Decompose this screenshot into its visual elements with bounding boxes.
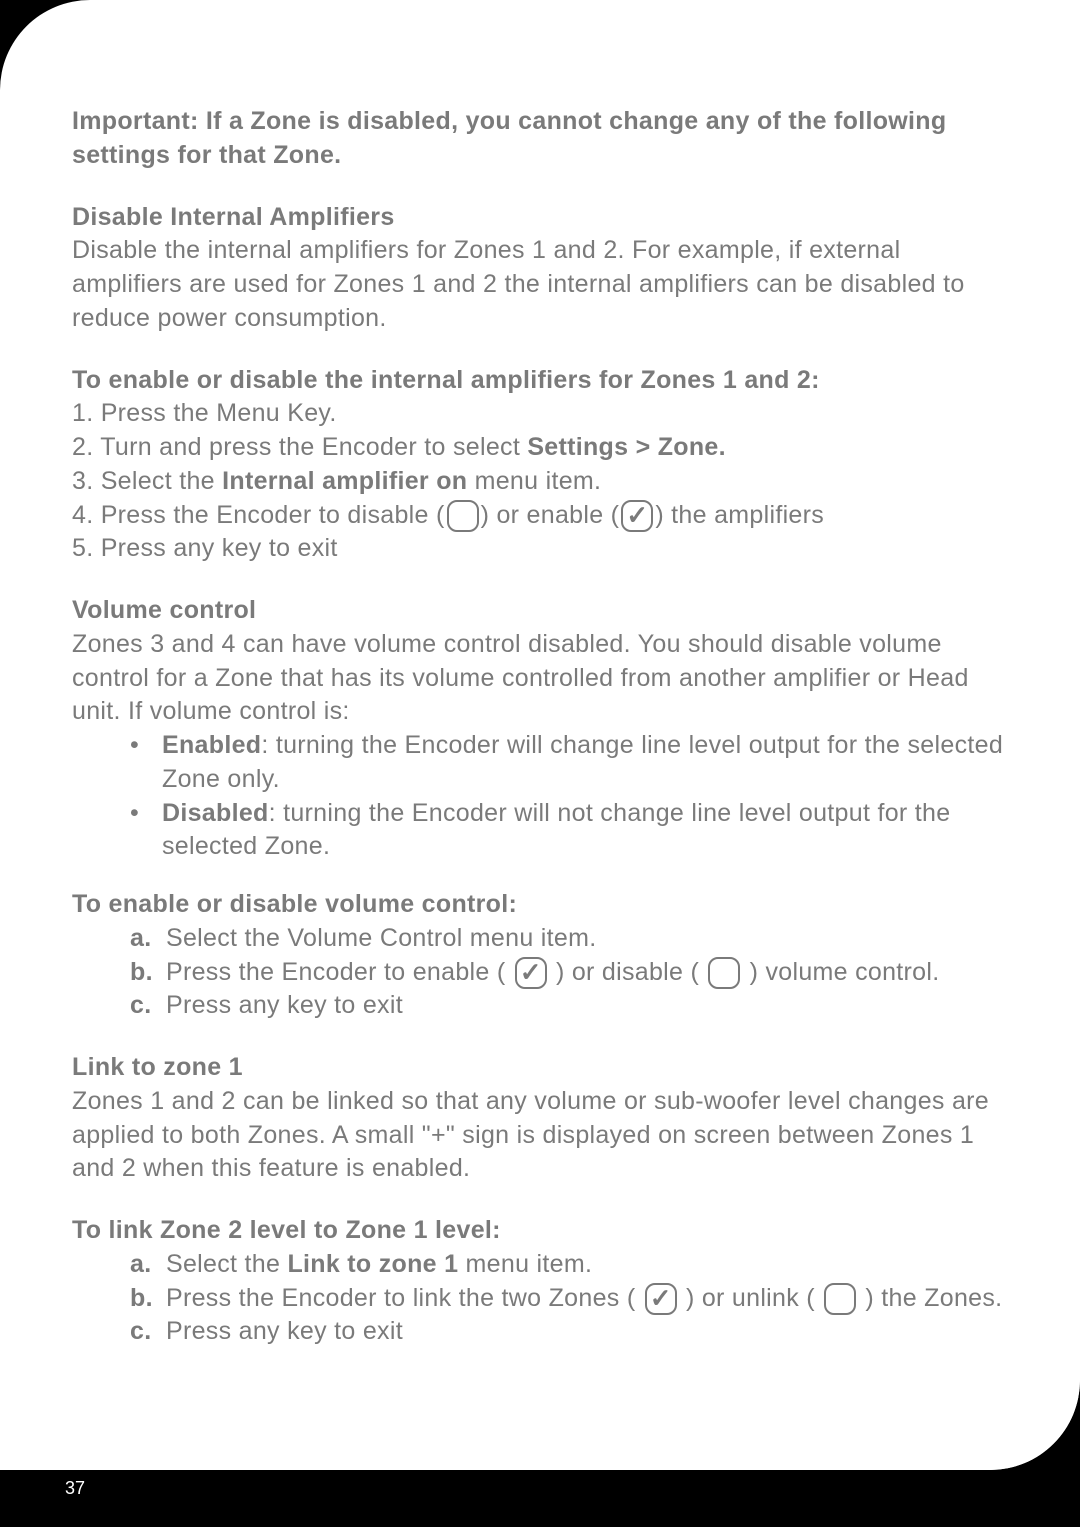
enable-disable-amplifiers-section: To enable or disable the internal amplif… [72,364,1008,567]
link-item-a-text3: menu item. [458,1250,592,1278]
manual-page: Important: If a Zone is disabled, you ca… [0,0,1080,1470]
link-item-b-text2: ) or unlink ( [679,1284,822,1312]
step-2-bold: Settings > Zone. [527,433,726,461]
volume-item-b-text1: Press the Encoder to enable ( [166,958,513,986]
important-note-section: Important: If a Zone is disabled, you ca… [72,105,1008,173]
volume-control-heading: Volume control [72,594,1008,628]
checkbox-checked-icon [645,1283,677,1315]
corner-decoration [0,0,120,120]
volume-letter-list: a. Select the Volume Control menu item. … [72,922,1008,1023]
link-item-b-text1: Press the Encoder to link the two Zones … [166,1284,643,1312]
step-5: 5. Press any key to exit [72,532,1008,566]
step-4: 4. Press the Encoder to disable ( ) or en… [72,499,1008,533]
disable-amplifiers-body: Disable the internal amplifiers for Zone… [72,234,1008,335]
volume-item-b-text2: ) or disable ( [549,958,707,986]
step-2-text: 2. Turn and press the Encoder to select [72,433,527,461]
checkbox-checked-icon [621,500,653,532]
link-zone-body: Zones 1 and 2 can be linked so that any … [72,1085,1008,1186]
letter-a: a. [130,1248,151,1282]
link-item-b-text3: ) the Zones. [858,1284,1002,1312]
step-3-text-a: 3. Select the [72,467,222,495]
link-item-a-text1: Select the [166,1250,287,1278]
checkbox-empty-icon [824,1283,856,1315]
enable-disable-amplifiers-heading: To enable or disable the internal amplif… [72,364,1008,398]
bullet-disabled-label: Disabled [162,799,269,827]
link-letter-list: a. Select the Link to zone 1 menu item. … [72,1248,1008,1349]
letter-c: c. [130,989,151,1023]
link-item-a-bold: Link to zone 1 [287,1250,458,1278]
bullet-enabled: Enabled: turning the Encoder will change… [130,729,1008,797]
checkbox-checked-icon [515,957,547,989]
link-zone-level-heading: To link Zone 2 level to Zone 1 level: [72,1214,1008,1248]
step-3-text-c: menu item. [467,467,601,495]
important-note: Important: If a Zone is disabled, you ca… [72,105,1008,173]
letter-b: b. [130,1282,153,1316]
step-4-text-a: 4. Press the Encoder to disable ( [72,501,445,529]
volume-item-a-text: Select the Volume Control menu item. [166,924,596,952]
volume-item-b: b. Press the Encoder to enable ( ) or di… [130,956,1008,990]
disable-amplifiers-heading: Disable Internal Amplifiers [72,201,1008,235]
volume-item-c-text: Press any key to exit [166,991,403,1019]
checkbox-empty-icon [708,957,740,989]
bullet-disabled-text: : turning the Encoder will not change li… [162,799,950,861]
checkbox-empty-icon [447,500,479,532]
page-content: Important: If a Zone is disabled, you ca… [0,0,1080,1349]
bullet-enabled-label: Enabled [162,731,261,759]
bullet-disabled: Disabled: turning the Encoder will not c… [130,797,1008,865]
step-4-text-c: ) the amplifiers [655,501,824,529]
link-item-c-text: Press any key to exit [166,1317,403,1345]
letter-c: c. [130,1315,151,1349]
volume-control-bullets: Enabled: turning the Encoder will change… [72,729,1008,864]
letter-a: a. [130,922,151,956]
letter-b: b. [130,956,153,990]
step-1: 1. Press the Menu Key. [72,397,1008,431]
link-item-a: a. Select the Link to zone 1 menu item. [130,1248,1008,1282]
link-item-c: c. Press any key to exit [130,1315,1008,1349]
content-body: Important: If a Zone is disabled, you ca… [72,105,1008,1349]
volume-item-b-text3: ) volume control. [742,958,939,986]
disable-amplifiers-section: Disable Internal Amplifiers Disable the … [72,201,1008,336]
page-number: 37 [65,1478,85,1499]
volume-item-c: c. Press any key to exit [130,989,1008,1023]
volume-control-body: Zones 3 and 4 can have volume control di… [72,628,1008,729]
volume-item-a: a. Select the Volume Control menu item. [130,922,1008,956]
step-4-text-b: ) or enable ( [481,501,620,529]
step-3: 3. Select the Internal amplifier on menu… [72,465,1008,499]
step-2: 2. Turn and press the Encoder to select … [72,431,1008,465]
link-item-b: b. Press the Encoder to link the two Zon… [130,1282,1008,1316]
link-zone-level-section: To link Zone 2 level to Zone 1 level: a.… [72,1214,1008,1349]
enable-disable-volume-section: To enable or disable volume control: a. … [72,888,1008,1023]
step-3-bold: Internal amplifier on [222,467,467,495]
volume-control-section: Volume control Zones 3 and 4 can have vo… [72,594,1008,864]
enable-disable-volume-heading: To enable or disable volume control: [72,888,1008,922]
link-zone-heading: Link to zone 1 [72,1051,1008,1085]
bullet-enabled-text: : turning the Encoder will change line l… [162,731,1003,793]
link-zone-section: Link to zone 1 Zones 1 and 2 can be link… [72,1051,1008,1186]
